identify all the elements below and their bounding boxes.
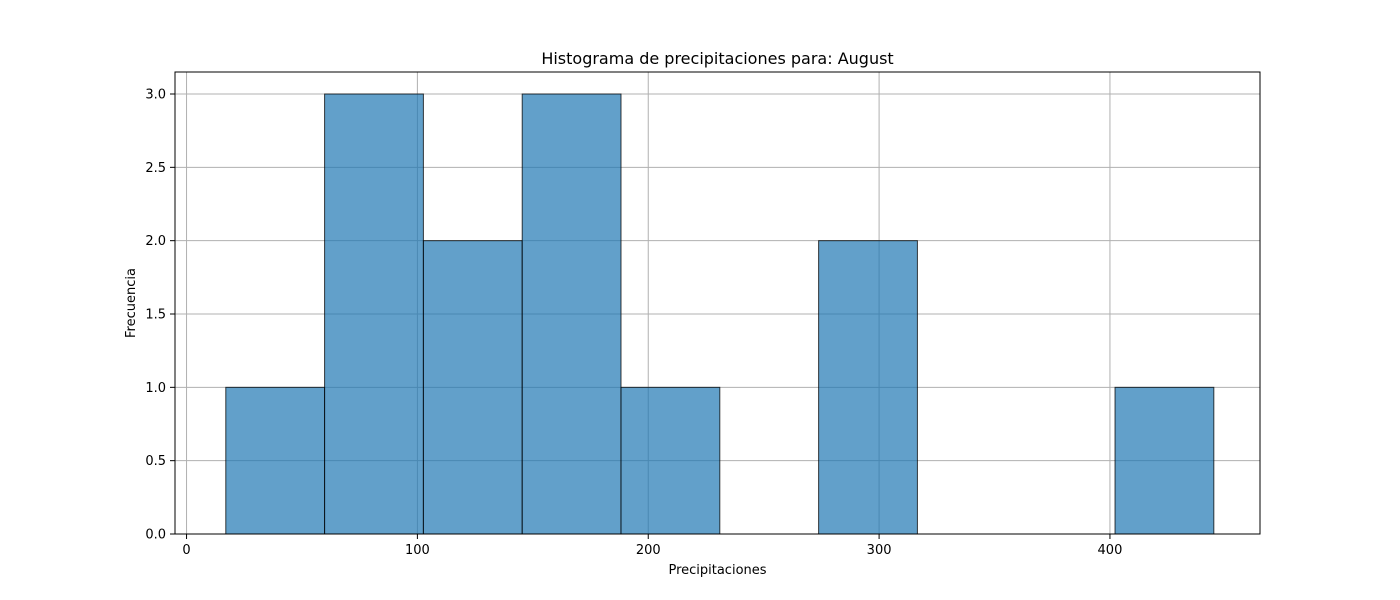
y-tick-label: 3.0 [145,88,166,103]
y-axis-ticks: 0.0 0.5 1.0 1.5 2.0 2.5 3.0 [145,88,175,543]
histogram-bar [620,386,721,535]
x-tick-label: 100 [405,543,430,558]
histogram-bar [422,240,523,535]
histogram-bar [1114,386,1215,535]
histogram-bar [818,240,918,535]
x-axis-ticks: 0 100 200 300 400 [182,534,1122,558]
histogram-bar [225,386,326,535]
y-tick-label: 2.0 [145,234,166,249]
x-tick-label: 300 [867,543,892,558]
y-tick-label: 1.5 [145,308,166,323]
x-tick-label: 0 [182,543,190,558]
x-tick-label: 400 [1098,543,1123,558]
chart-title: Histograma de precipitaciones para: Augu… [541,49,893,68]
x-axis-label: Precipitaciones [668,563,766,578]
histogram-bar [324,93,424,535]
y-tick-label: 0.0 [145,528,166,543]
x-tick-label: 200 [636,543,661,558]
histogram-bars [225,93,1215,535]
y-axis-label: Frecuencia [124,268,139,338]
y-tick-label: 2.5 [145,161,166,176]
axes-frame [174,71,1261,535]
histogram-bar [521,93,622,535]
y-tick-label: 0.5 [145,454,166,469]
y-tick-label: 1.0 [145,381,166,396]
